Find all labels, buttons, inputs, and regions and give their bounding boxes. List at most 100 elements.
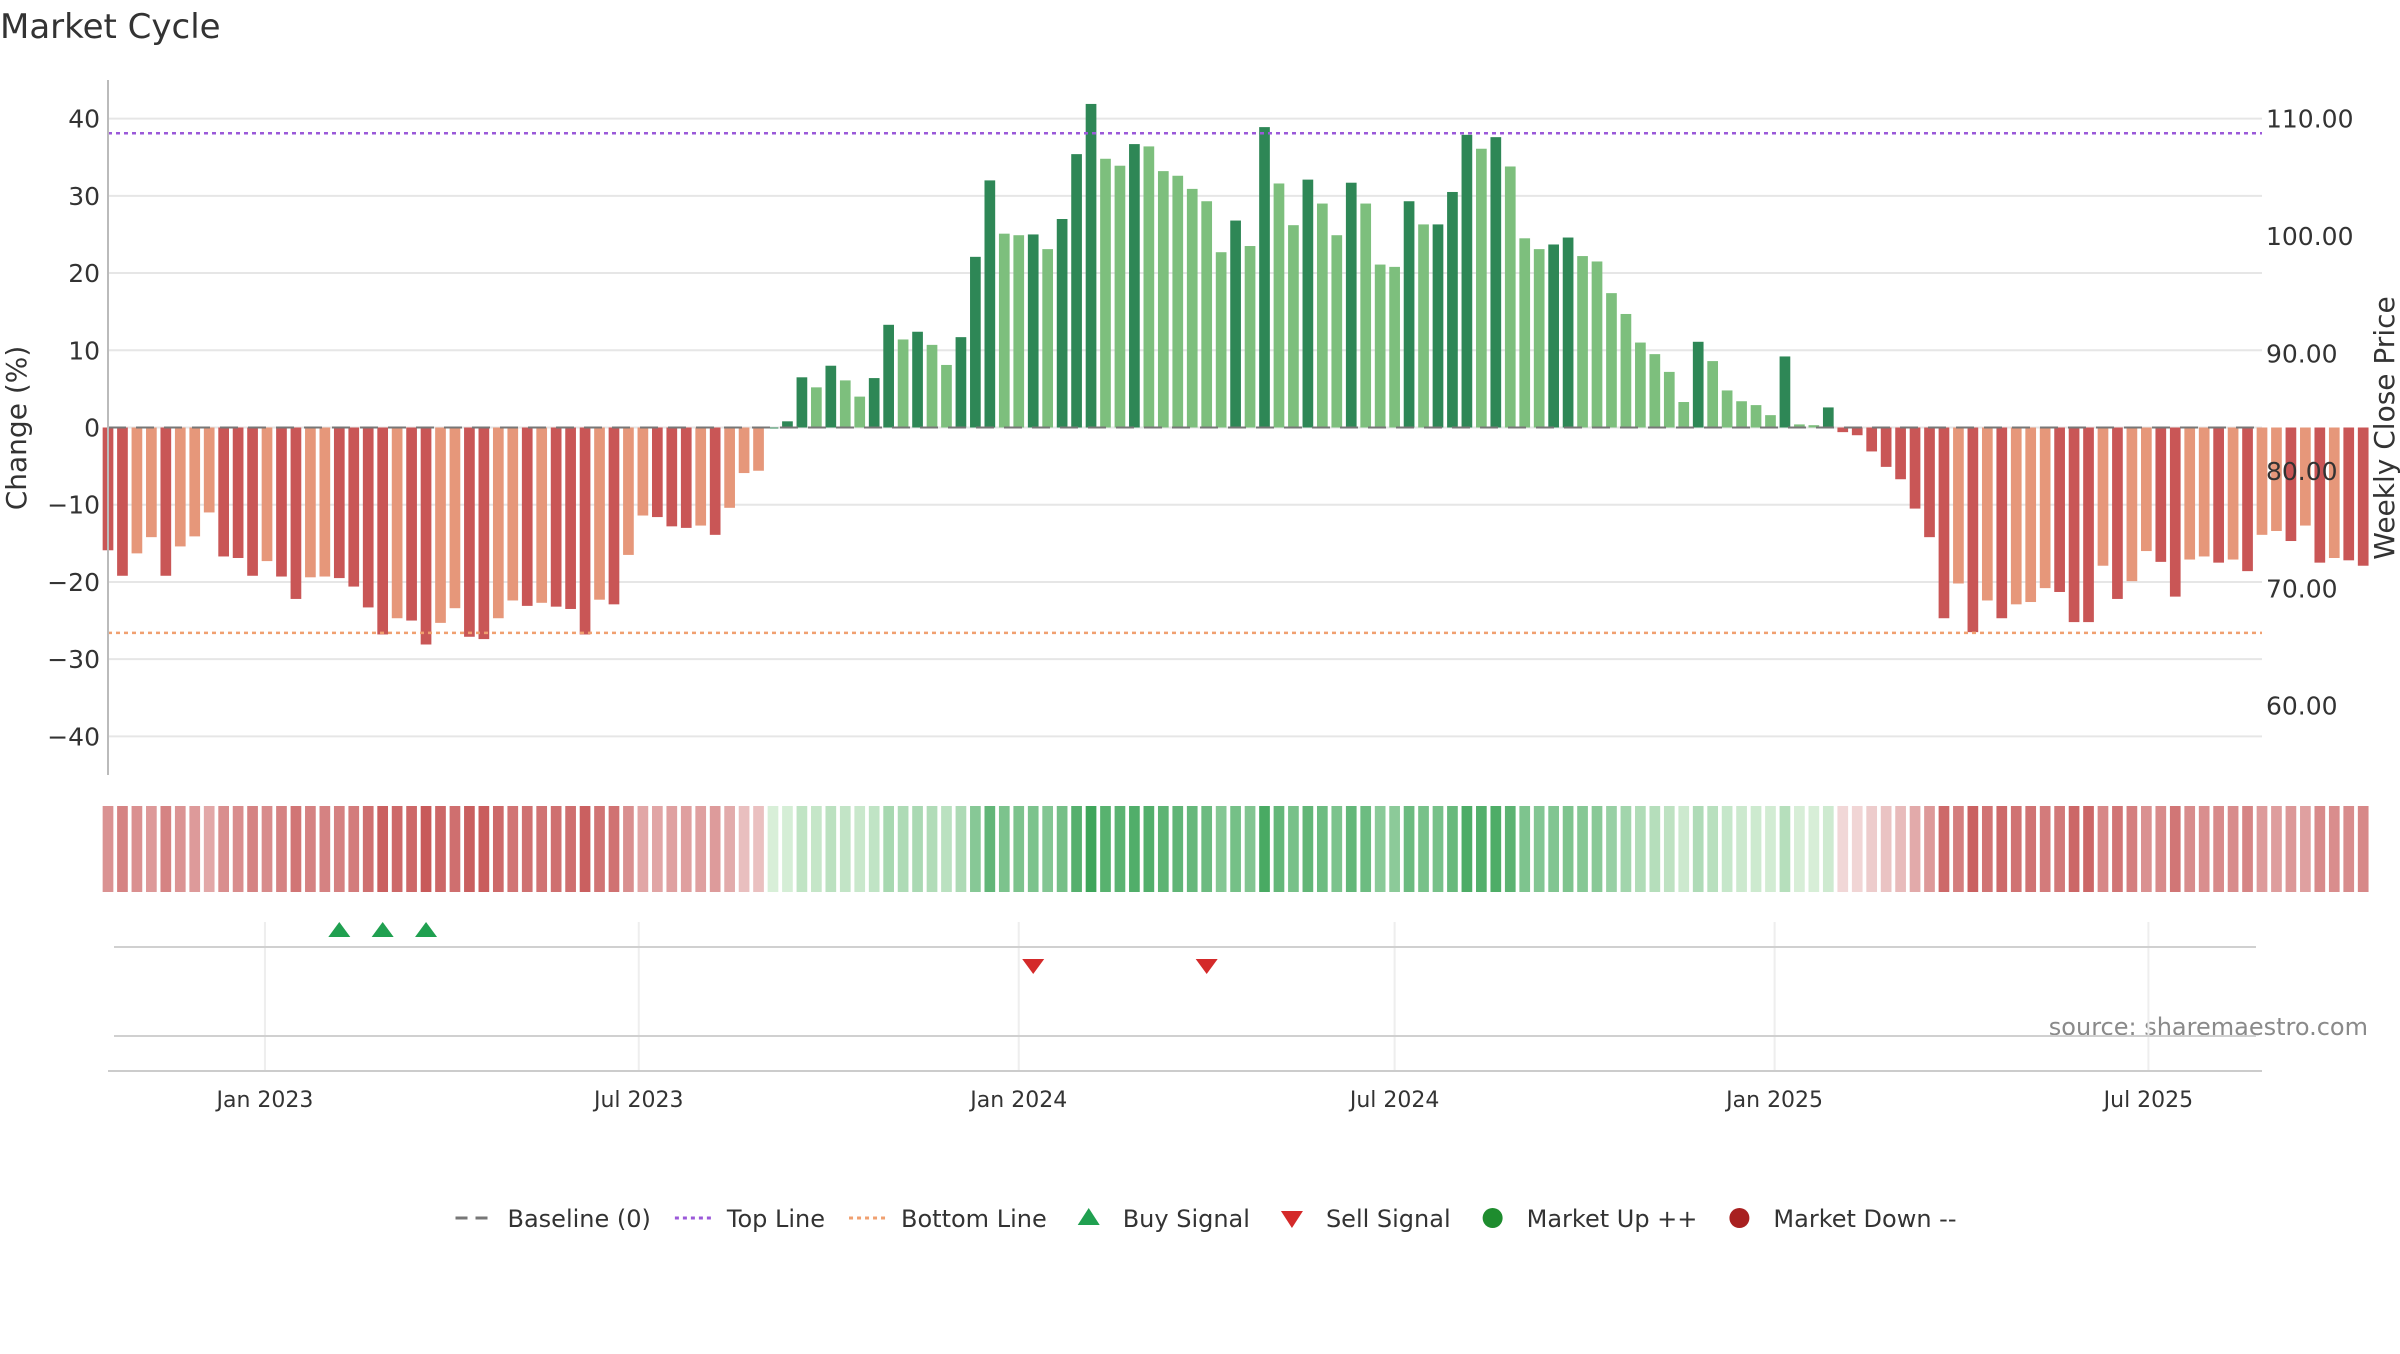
legend-item: Buy Signal [1077, 1205, 1250, 1233]
bar [362, 427, 374, 608]
bar [1157, 171, 1169, 428]
bar [2054, 427, 2065, 592]
heat-cell [1316, 806, 1328, 892]
heat-cell [941, 806, 952, 892]
bar [579, 427, 591, 635]
bar [1027, 234, 1039, 428]
bar [2126, 427, 2138, 582]
bar [333, 427, 345, 579]
bar [2039, 427, 2051, 589]
legend-label: Sell Signal [1326, 1205, 1451, 1233]
heat-cell [2039, 806, 2051, 892]
legend: Baseline (0) Top Line Bottom Line Buy Signa… [455, 1205, 1957, 1233]
heat-cell [261, 806, 273, 892]
heat-cell [2256, 806, 2268, 892]
bar [2083, 427, 2094, 623]
heat-cell [579, 806, 591, 892]
bar [2213, 427, 2224, 563]
bar [550, 427, 562, 607]
heat-cell [825, 806, 837, 892]
heat-cell [1880, 806, 1892, 892]
y-tick-label: −40 [47, 722, 100, 751]
bar [2097, 427, 2109, 566]
heat-cell [1635, 806, 1646, 892]
bar [998, 233, 1010, 428]
bar [1794, 424, 1805, 428]
heat-cell [1215, 806, 1227, 892]
bar [1577, 256, 1588, 428]
bar [189, 427, 201, 537]
bar [2271, 427, 2282, 531]
bar [1851, 427, 1863, 436]
heat-cell [782, 806, 793, 892]
heat-cell [1360, 806, 1372, 892]
x-tick-label: Jul 2024 [1348, 1088, 1440, 1113]
heat-cell [1649, 806, 1661, 892]
legend-item: Market Down -- [1729, 1205, 1957, 1233]
heat-cell [1259, 806, 1270, 892]
legend-label: Market Up ++ [1527, 1205, 1698, 1233]
bar [2256, 427, 2268, 535]
heat-cell [1114, 806, 1126, 892]
heat-cell [926, 806, 938, 892]
bar [1230, 220, 1241, 428]
heat-cell [102, 806, 114, 892]
buy-signal-marker [415, 922, 438, 937]
heat-cell [565, 806, 576, 892]
heat-cell [232, 806, 244, 892]
heat-cell [839, 806, 851, 892]
heat-cell [276, 806, 287, 892]
heat-cell [1071, 806, 1082, 892]
heat-cell [2054, 806, 2065, 892]
y-tick-label: 10 [68, 336, 100, 365]
bar [1129, 144, 1140, 428]
heat-cell [1013, 806, 1025, 892]
bar [1302, 179, 1314, 428]
heat-cell [174, 806, 186, 892]
y2-tick-label: 80.00 [2266, 457, 2338, 486]
bar [1071, 154, 1082, 428]
bar [1244, 246, 1256, 428]
heat-cell [1519, 806, 1531, 892]
bar [796, 377, 808, 428]
heat-cell [406, 806, 417, 892]
heat-cell [883, 806, 894, 892]
heat-cell [2068, 806, 2080, 892]
bar [1924, 427, 1935, 538]
legend-label: Market Down -- [1773, 1205, 1956, 1233]
bar [753, 427, 764, 471]
bar [1403, 201, 1415, 428]
heat-cell [1418, 806, 1429, 892]
bar [2328, 427, 2340, 559]
bar [970, 256, 981, 428]
bar [1938, 427, 1950, 619]
heat-cell [1230, 806, 1241, 892]
heat-cell [1967, 806, 1979, 892]
legend-buy-triangle-icon [1077, 1208, 1100, 1225]
heat-cell [796, 806, 808, 892]
heat-cell [912, 806, 923, 892]
bar [883, 324, 894, 428]
bar [854, 396, 866, 428]
heat-cell [1779, 806, 1791, 892]
bar [348, 427, 360, 587]
bar [2169, 427, 2181, 597]
bar [782, 421, 793, 428]
bar [1692, 341, 1704, 428]
bar [666, 427, 678, 527]
bar [492, 427, 504, 619]
heat-cell [247, 806, 258, 892]
heat-cell [2357, 806, 2369, 892]
heat-cell [724, 806, 735, 892]
bar [651, 427, 663, 518]
bar [1143, 146, 1155, 428]
bar [1172, 175, 1184, 428]
heat-cell [897, 806, 909, 892]
legend-item: Market Up ++ [1482, 1205, 1698, 1233]
bar [608, 427, 620, 605]
x-axis: Jan 2023 Jul 2023 Jan 2024 Jul 2024 Jan 2025… [108, 1070, 2262, 1113]
y-tick-label: −20 [47, 568, 100, 597]
legend-circle-icon [1729, 1208, 1750, 1228]
y2-axis-label: Weekly Close Price [2368, 296, 2400, 559]
heat-cell [146, 806, 157, 892]
